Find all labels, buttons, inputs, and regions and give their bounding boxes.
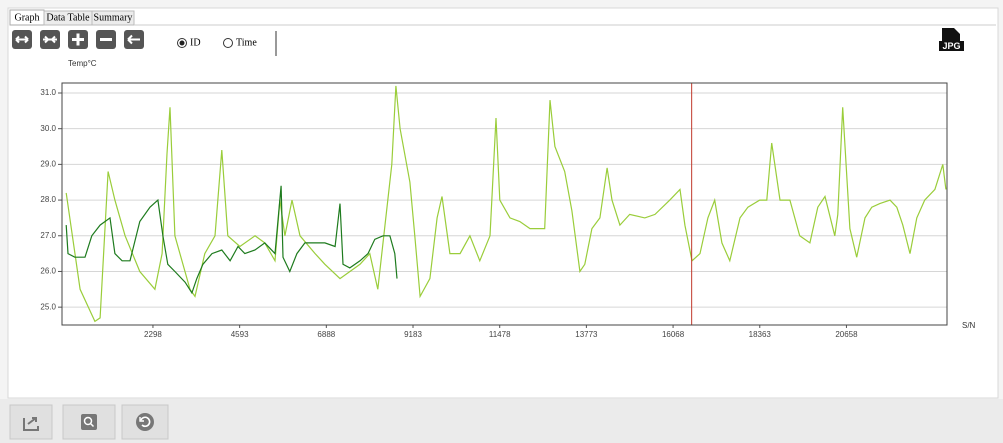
y-axis-label: Temp°C: [68, 59, 97, 68]
jpg-export-button[interactable]: JPG: [939, 28, 964, 51]
radio-label[interactable]: Time: [236, 37, 257, 48]
x-tick-label: 4593: [231, 330, 249, 339]
radio-time[interactable]: [223, 38, 233, 48]
x-tick-label: 18363: [749, 330, 772, 339]
x-tick-label: 9183: [404, 330, 422, 339]
y-tick-label: 26.0: [40, 267, 56, 276]
y-tick-label: 30.0: [40, 124, 56, 133]
x-tick-label: 20658: [835, 330, 858, 339]
x-axis-label: S/N: [962, 321, 976, 330]
jpg-label[interactable]: JPG: [942, 41, 960, 51]
reset-button[interactable]: [121, 404, 169, 440]
y-tick-label: 28.0: [40, 195, 56, 204]
panel: [7, 7, 999, 399]
y-tick-label: 31.0: [40, 88, 56, 97]
compress-button[interactable]: [40, 30, 60, 49]
radio-dot: [179, 40, 185, 46]
export-button[interactable]: [9, 404, 53, 440]
zoom-out-button[interactable]: [96, 30, 116, 49]
y-tick-label: 25.0: [40, 302, 56, 311]
tab-label[interactable]: Data Table: [46, 12, 90, 23]
plot-frame: [61, 82, 948, 326]
search-button[interactable]: [62, 404, 116, 440]
x-tick-label: 2298: [144, 330, 162, 339]
x-tick-label: 11478: [489, 330, 511, 339]
tab-label[interactable]: Graph: [15, 12, 40, 23]
tab-summary[interactable]: [91, 10, 135, 26]
zoom-in-button[interactable]: [68, 30, 88, 49]
x-tick-label: 6888: [317, 330, 335, 339]
x-tick-label: 13773: [575, 330, 598, 339]
back-button[interactable]: [124, 30, 144, 49]
x-tick-label: 16068: [662, 330, 685, 339]
series-line: [65, 85, 947, 323]
series-line: [65, 185, 398, 295]
y-tick-label: 29.0: [40, 159, 56, 168]
radio-label[interactable]: ID: [190, 37, 201, 48]
tab-label[interactable]: Summary: [94, 12, 133, 23]
y-tick-label: 27.0: [40, 231, 56, 240]
expand-button[interactable]: [12, 30, 32, 49]
